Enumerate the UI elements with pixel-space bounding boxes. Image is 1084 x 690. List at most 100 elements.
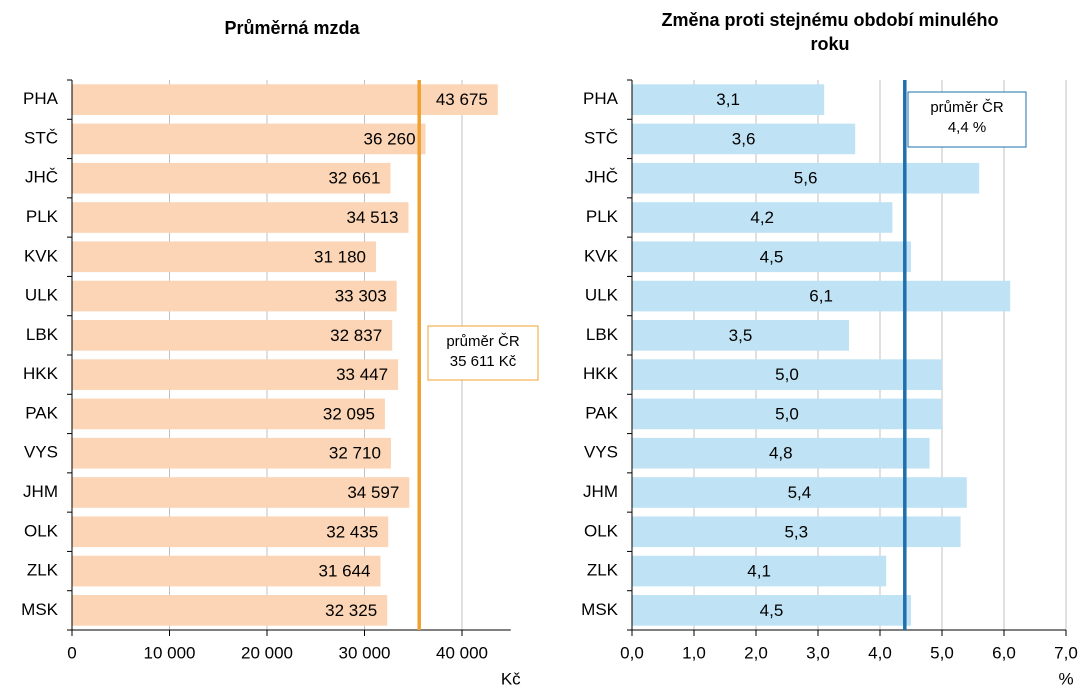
bar bbox=[72, 202, 409, 233]
category-label: ULK bbox=[585, 286, 619, 305]
value-label: 32 661 bbox=[328, 169, 380, 188]
category-label: PLK bbox=[26, 207, 59, 226]
value-label: 3,6 bbox=[732, 129, 756, 148]
category-label: PHA bbox=[583, 89, 619, 108]
x-tick-label: 20 000 bbox=[241, 643, 293, 662]
bar bbox=[72, 555, 381, 587]
category-label: KVK bbox=[584, 246, 619, 265]
value-label: 4,5 bbox=[760, 601, 784, 620]
bar bbox=[632, 477, 967, 508]
category-label: JHM bbox=[23, 482, 58, 501]
value-label: 4,8 bbox=[769, 444, 793, 463]
value-label: 36 260 bbox=[364, 129, 416, 148]
value-label: 43 675 bbox=[436, 90, 488, 109]
bar bbox=[72, 516, 389, 548]
bar bbox=[72, 241, 377, 273]
bar bbox=[72, 280, 397, 312]
bar bbox=[632, 555, 887, 587]
x-tick-label: 4,0 bbox=[868, 643, 892, 662]
category-label: JHČ bbox=[25, 168, 58, 187]
category-label: MSK bbox=[21, 600, 59, 619]
x-tick-label: 30 000 bbox=[339, 643, 391, 662]
value-label: 3,5 bbox=[729, 326, 753, 345]
mean-label: průměr ČR bbox=[930, 99, 1004, 116]
bar bbox=[632, 398, 942, 430]
bar bbox=[72, 359, 399, 390]
category-label: STČ bbox=[584, 128, 618, 147]
bar bbox=[632, 162, 980, 194]
value-label: 5,0 bbox=[775, 365, 799, 384]
category-label: LBK bbox=[26, 325, 59, 344]
bar bbox=[632, 437, 930, 469]
bar bbox=[632, 84, 825, 115]
bar bbox=[72, 437, 391, 469]
value-label: 33 447 bbox=[336, 365, 388, 384]
x-axis-unit: Kč bbox=[501, 669, 521, 688]
category-label: PAK bbox=[585, 403, 618, 422]
category-label: LBK bbox=[586, 325, 619, 344]
value-label: 32 837 bbox=[330, 326, 382, 345]
category-label: HKK bbox=[583, 364, 619, 383]
mean-label: 4,4 % bbox=[948, 119, 986, 136]
value-label: 4,2 bbox=[750, 208, 774, 227]
x-tick-label: 2,0 bbox=[744, 643, 768, 662]
value-label: 31 180 bbox=[314, 247, 366, 266]
value-label: 33 303 bbox=[335, 287, 387, 306]
chart-title: Změna proti stejnému období minulého rok… bbox=[661, 10, 999, 54]
value-label: 34 513 bbox=[347, 208, 399, 227]
x-tick-label: 0 bbox=[67, 643, 76, 662]
value-label: 3,1 bbox=[716, 90, 740, 109]
category-label: JHM bbox=[583, 482, 618, 501]
bar bbox=[72, 477, 410, 508]
bar bbox=[72, 162, 391, 194]
category-label: HKK bbox=[23, 364, 59, 383]
bar bbox=[632, 123, 856, 155]
value-label: 5,6 bbox=[794, 169, 818, 188]
value-label: 34 597 bbox=[347, 483, 399, 502]
value-label: 31 644 bbox=[319, 562, 371, 581]
x-tick-label: 10 000 bbox=[144, 643, 196, 662]
bar bbox=[72, 84, 498, 115]
mean-label: průměr ČR bbox=[446, 333, 520, 350]
bar bbox=[72, 320, 393, 351]
bar bbox=[72, 398, 385, 430]
x-tick-label: 5,0 bbox=[930, 643, 954, 662]
category-label: MSK bbox=[581, 600, 619, 619]
mean-label: 35 611 Kč bbox=[450, 353, 517, 370]
x-tick-label: 0,0 bbox=[620, 643, 644, 662]
value-label: 5,3 bbox=[784, 522, 808, 541]
category-label: PLK bbox=[586, 207, 619, 226]
value-label: 32 325 bbox=[325, 601, 377, 620]
category-label: STČ bbox=[24, 128, 58, 147]
bar bbox=[632, 280, 1011, 312]
category-label: OLK bbox=[24, 521, 59, 540]
category-label: OLK bbox=[584, 521, 619, 540]
value-label: 5,4 bbox=[788, 483, 812, 502]
value-label: 32 710 bbox=[329, 444, 381, 463]
category-label: VYS bbox=[24, 443, 58, 462]
category-label: PAK bbox=[25, 403, 58, 422]
value-label: 6,1 bbox=[809, 287, 833, 306]
category-label: ULK bbox=[25, 286, 59, 305]
chart-title: Průměrná mzda bbox=[224, 18, 360, 38]
category-label: ZLK bbox=[587, 561, 619, 580]
x-tick-label: 7,0 bbox=[1054, 643, 1078, 662]
x-tick-label: 1,0 bbox=[682, 643, 706, 662]
category-label: ZLK bbox=[27, 561, 59, 580]
bar bbox=[632, 320, 849, 351]
x-tick-label: 3,0 bbox=[806, 643, 830, 662]
value-label: 32 435 bbox=[326, 522, 378, 541]
mean-box bbox=[907, 91, 1027, 148]
value-label: 5,0 bbox=[775, 404, 799, 423]
x-tick-label: 40 000 bbox=[436, 643, 488, 662]
x-axis-unit: % bbox=[1058, 669, 1073, 688]
value-label: 32 095 bbox=[323, 404, 375, 423]
bar bbox=[632, 359, 942, 390]
value-label: 4,5 bbox=[760, 247, 784, 266]
category-label: KVK bbox=[24, 246, 59, 265]
category-label: JHČ bbox=[585, 168, 618, 187]
bar bbox=[72, 123, 426, 155]
mean-box bbox=[427, 325, 539, 381]
